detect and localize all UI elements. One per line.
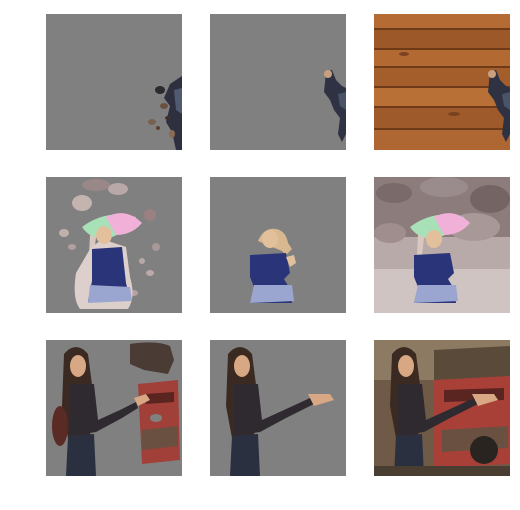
tile-girl-with-umbrella-on-rocks bbox=[374, 177, 510, 313]
tile-masked-skateboarder-noisy bbox=[46, 14, 182, 150]
tile-masked-girl-with-umbrella-noisy bbox=[46, 177, 182, 313]
tile-masked-woman-by-truck-noisy bbox=[46, 340, 182, 476]
tile-masked-girl-with-umbrella-clean bbox=[210, 177, 346, 313]
tile-woman-by-red-truck bbox=[374, 340, 510, 476]
tile-masked-woman-by-truck-clean bbox=[210, 340, 346, 476]
tile-masked-skateboarder-clean bbox=[210, 14, 346, 150]
tile-skateboarder-on-wood-floor bbox=[374, 14, 510, 150]
